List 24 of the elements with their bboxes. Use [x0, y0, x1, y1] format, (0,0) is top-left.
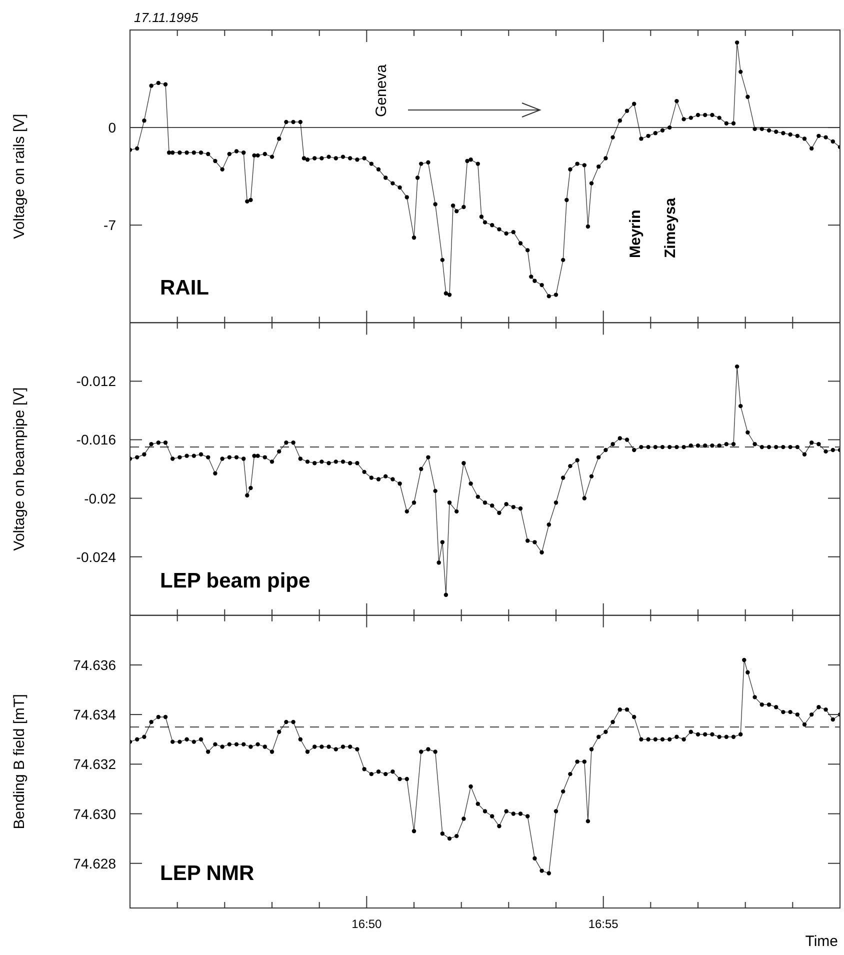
y-tick-label: -0.012 [76, 373, 116, 390]
y-tick-label: 74.636 [73, 656, 116, 673]
y-axis-title: Voltage on beampipe [V] [11, 387, 28, 551]
y-tick-label: -7 [104, 217, 116, 234]
y-tick-label: 74.630 [73, 806, 116, 822]
x-tick-label: 16:55 [588, 917, 619, 931]
y-tick-label: -0.024 [76, 548, 116, 565]
y-tick-label: 74.632 [73, 756, 116, 772]
x-axis-title: Time [805, 933, 838, 950]
annotation: Meyrin [627, 210, 644, 258]
annotation: Geneva [373, 64, 390, 117]
annotation: LEP beam pipe [160, 569, 310, 592]
y-tick-label: 74.628 [73, 855, 116, 872]
y-axis-title: Bending B field [mT] [11, 694, 28, 830]
annotation: RAIL [160, 276, 210, 300]
y-tick-label: 74.634 [73, 706, 116, 723]
annotation: LEP NMR [160, 862, 254, 885]
annotation: Zimeysa [662, 197, 679, 258]
x-tick-label: 16:50 [352, 917, 382, 931]
y-tick-label: -0.02 [84, 490, 116, 506]
chart-title: 17.11.1995 [134, 10, 199, 25]
y-tick-label: -0.016 [76, 432, 116, 448]
y-tick-label: 0 [108, 120, 116, 136]
y-axis-title: Voltage on rails [V] [11, 114, 28, 239]
